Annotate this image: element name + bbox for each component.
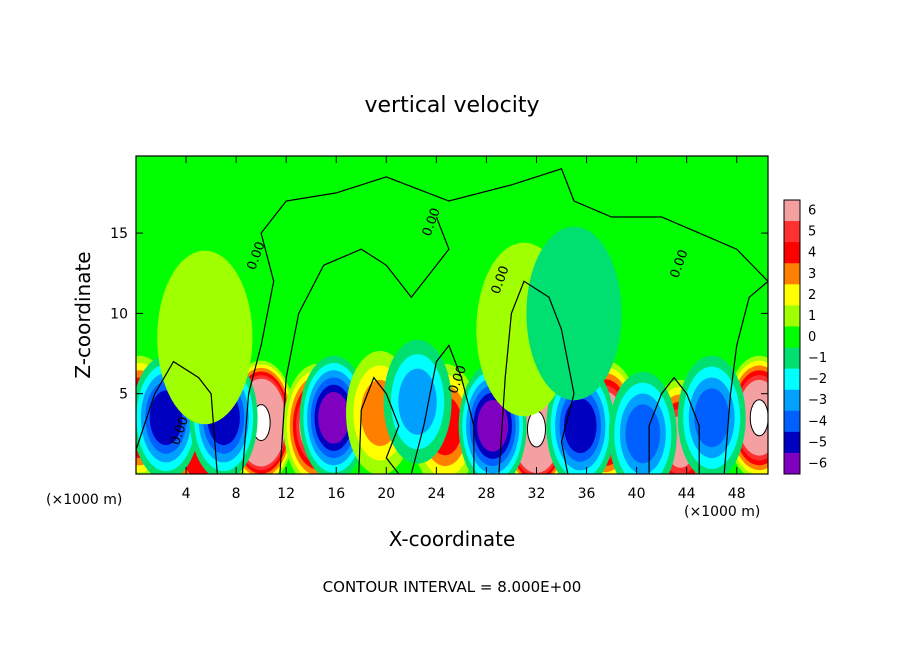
zero-contour	[498, 280, 575, 474]
colorbar-label: −3	[808, 393, 827, 408]
colorbar-label: 3	[808, 267, 816, 282]
velocity-cell	[625, 404, 661, 464]
zero-contour	[410, 344, 475, 474]
x-tick-label: 24	[427, 486, 445, 502]
x-tick-label: 16	[327, 486, 345, 502]
colorbar-label: 1	[808, 309, 816, 324]
colorbar-label: −4	[808, 414, 827, 429]
x-tick-label: 28	[478, 486, 496, 502]
x-axis-label: X-coordinate	[389, 527, 516, 551]
y-tick-label: 5	[119, 387, 128, 403]
contour-lines	[136, 168, 768, 474]
colorbar-swatch	[784, 200, 800, 222]
velocity-core	[526, 410, 546, 448]
velocity-cell	[563, 398, 597, 454]
velocity-cell	[318, 391, 350, 444]
colorbar-frame	[783, 199, 801, 475]
x-tick-label: 4	[182, 486, 191, 502]
zero-contour	[648, 376, 700, 474]
x-tick-label: 12	[277, 486, 295, 502]
zero-contour	[358, 376, 400, 474]
velocity-cell	[526, 226, 622, 401]
velocity-cell	[694, 388, 730, 448]
x-tick-label: 8	[232, 486, 241, 502]
colorbar-label: −1	[808, 351, 827, 366]
colorbar-swatch	[784, 347, 800, 370]
velocity-cell	[398, 368, 437, 435]
velocity-core	[749, 399, 768, 437]
x-tick-label: 40	[628, 486, 646, 502]
colorbar-swatch	[784, 242, 800, 264]
colorbar-swatch	[784, 431, 800, 454]
zero-contour	[723, 280, 768, 474]
velocity-field	[136, 156, 768, 474]
y-tick-label: 15	[110, 226, 128, 242]
x-tick-label: 48	[728, 486, 746, 502]
colorbar-label: 0	[808, 330, 816, 345]
velocity-cell	[477, 399, 509, 452]
colorbar-label: 4	[808, 246, 816, 261]
colorbar-swatch	[784, 305, 800, 327]
colorbar-label: −5	[808, 435, 827, 450]
colorbar-label: −6	[808, 456, 827, 471]
zero-contour	[241, 168, 768, 474]
colorbar-label: −2	[808, 372, 827, 387]
y-axis: 5 10 15	[110, 226, 768, 403]
colorbar-label: 6	[808, 204, 816, 219]
zero-contour	[136, 360, 218, 474]
chart-title: vertical velocity	[364, 93, 539, 118]
colorbar-swatch	[784, 326, 800, 349]
y-axis-label: Z-coordinate	[71, 251, 95, 378]
x-tick-label: 32	[528, 486, 546, 502]
colorbar-swatch	[784, 452, 800, 475]
colorbar-swatch	[784, 284, 800, 306]
colorbar-label: 5	[808, 225, 816, 240]
colorbar: 6 5 4 3 2 1 0 −1 −2 −3 −4 −5 −6	[783, 199, 827, 475]
colorbar-swatch	[784, 368, 800, 391]
x-unit-right: (×1000 m)	[684, 504, 760, 520]
colorbar-swatch	[784, 410, 800, 433]
contour-interval-note: CONTOUR INTERVAL = 8.000E+00	[323, 578, 582, 596]
colorbar-swatch	[784, 221, 800, 243]
colorbar-label: 2	[808, 288, 816, 303]
x-tick-label: 36	[578, 486, 596, 502]
velocity-cell	[157, 250, 253, 425]
zero-contour	[279, 216, 450, 474]
velocity-cell	[149, 390, 183, 446]
x-unit-left: (×1000 m)	[46, 492, 122, 508]
x-axis: 4 8 12 16 20 24 28 32 36 40 44 48	[182, 156, 746, 502]
x-tick-label: 20	[377, 486, 395, 502]
colorbar-swatch	[784, 263, 800, 285]
colorbar-swatch	[784, 389, 800, 412]
x-tick-label: 44	[678, 486, 696, 502]
plot-frame	[135, 155, 769, 475]
y-tick-label: 10	[110, 306, 128, 322]
